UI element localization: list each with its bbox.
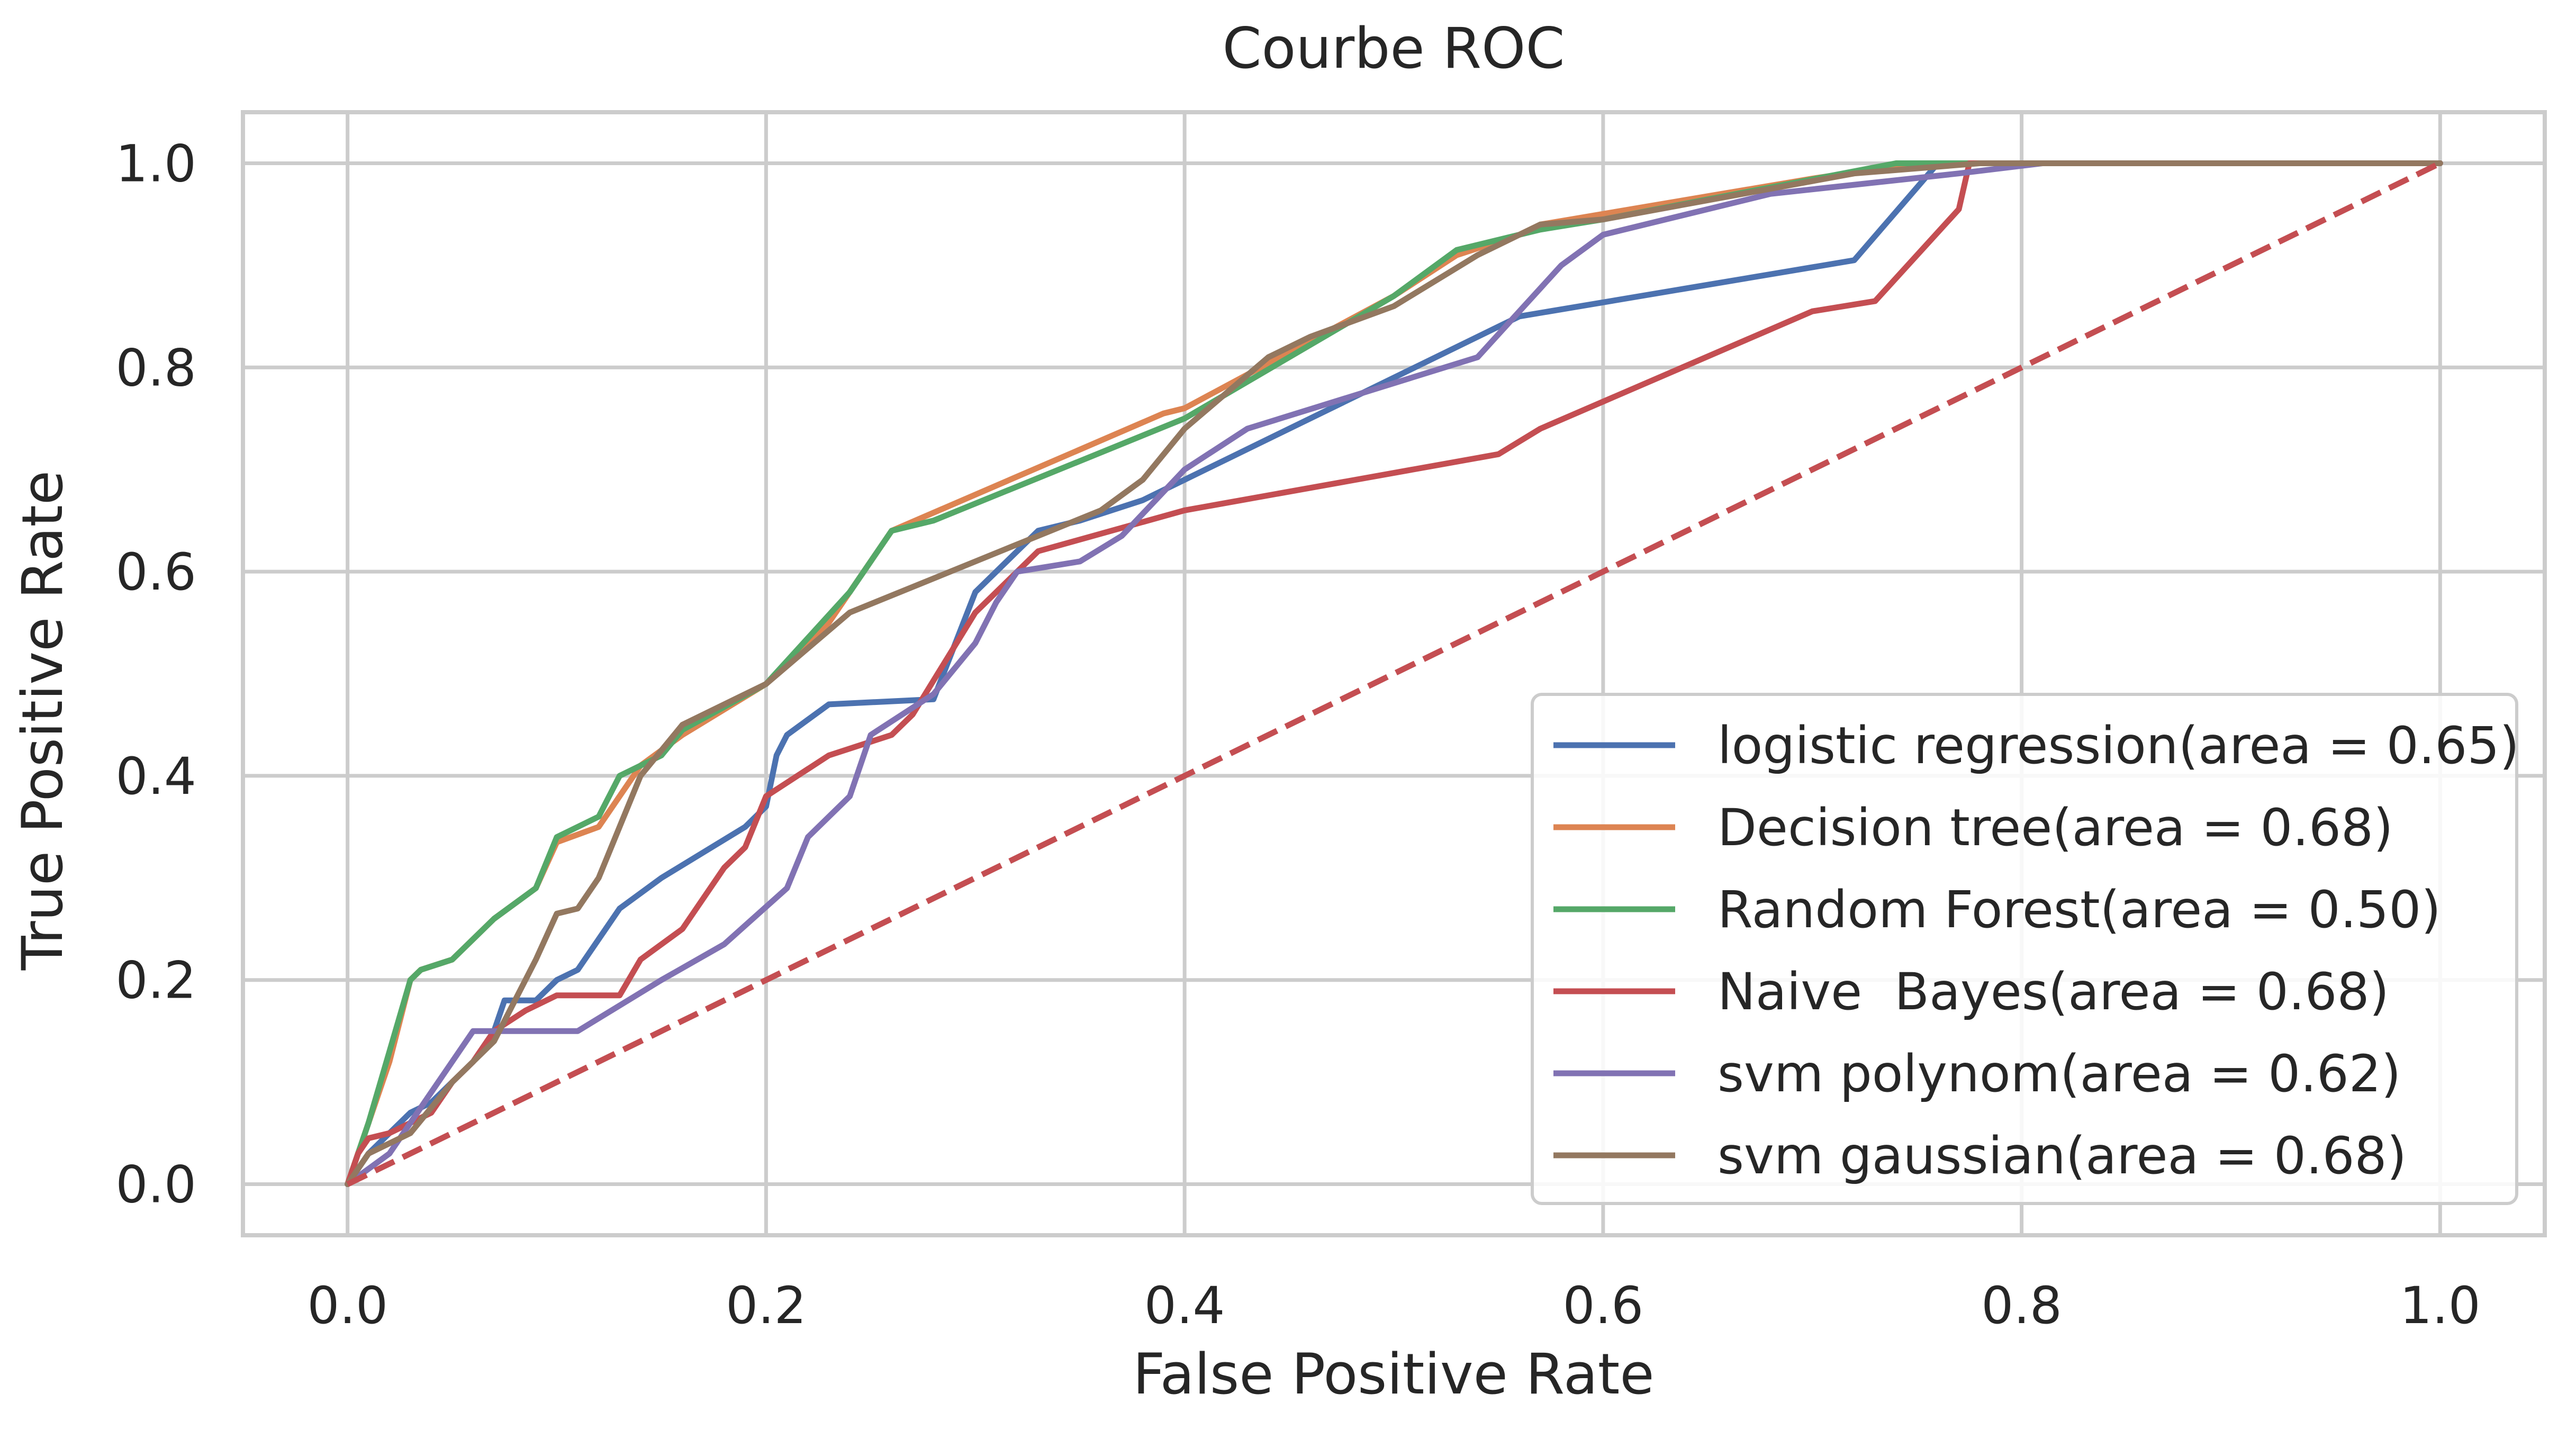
reference-diagonal bbox=[346, 160, 2442, 1187]
y-tick-label: 0.8 bbox=[115, 338, 196, 397]
x-tick-label: 0.2 bbox=[726, 1276, 807, 1335]
x-tick-label: 1.0 bbox=[2400, 1276, 2481, 1335]
series-line-3 bbox=[345, 160, 2443, 1187]
legend-entry-label: svm gaussian(area = 0.68) bbox=[1718, 1126, 2407, 1185]
legend-entry-label: Decision tree(area = 0.68) bbox=[1718, 798, 2393, 857]
legend-entry-label: svm polynom(area = 0.62) bbox=[1718, 1044, 2401, 1103]
series-line-5 bbox=[345, 160, 2443, 1187]
axis-tick-labels: 0.0 0.2 0.4 0.6 0.8 1.0 0.0 0.2 0.4 0.6 0.8 1.0 bbox=[115, 134, 2480, 1335]
legend-entry-label: Naive Bayes(area = 0.68) bbox=[1718, 962, 2389, 1021]
x-tick-label: 0.6 bbox=[1563, 1276, 1644, 1335]
y-axis-label: True Positive Rate bbox=[10, 470, 75, 971]
x-tick-label: 0.8 bbox=[1981, 1276, 2062, 1335]
plot-frame bbox=[241, 110, 2547, 1237]
y-tick-label: 0.0 bbox=[115, 1155, 196, 1215]
legend-box bbox=[1531, 693, 2518, 1205]
x-tick-label: 0.0 bbox=[307, 1276, 388, 1335]
y-tick-label: 0.2 bbox=[115, 951, 196, 1010]
legend-entry-label: Random Forest(area = 0.50) bbox=[1718, 880, 2441, 939]
y-tick-label: 0.4 bbox=[115, 747, 196, 806]
series-line-6 bbox=[345, 160, 2443, 1187]
chance-diagonal-line bbox=[346, 160, 2442, 1187]
chart-title: Courbe ROC bbox=[1223, 16, 1565, 81]
legend-entry-label: logistic regression(area = 0.65) bbox=[1718, 716, 2519, 775]
legend: logistic regression(area = 0.65) Decision… bbox=[1531, 693, 2519, 1205]
x-axis-label: False Positive Rate bbox=[1133, 1342, 1654, 1407]
x-tick-label: 0.4 bbox=[1144, 1276, 1225, 1335]
y-tick-label: 0.6 bbox=[115, 542, 196, 602]
y-tick-label: 1.0 bbox=[115, 134, 196, 193]
series-lines bbox=[345, 160, 2443, 1187]
